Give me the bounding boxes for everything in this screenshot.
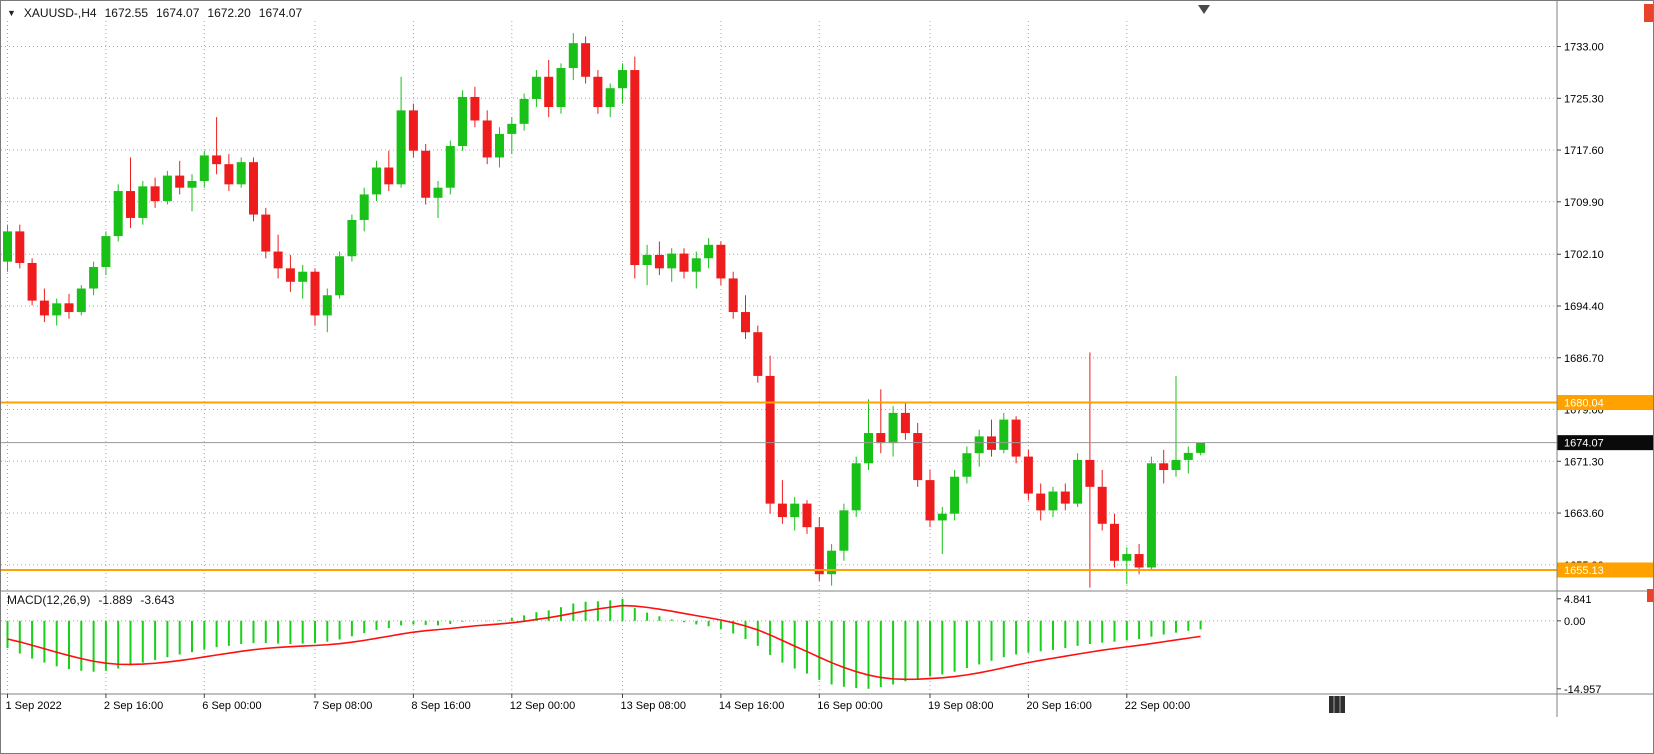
macd-main-value: -1.889: [98, 593, 133, 607]
svg-text:1694.40: 1694.40: [1564, 301, 1604, 313]
ohlc-high: 1674.07: [156, 6, 200, 20]
svg-text:16 Sep 00:00: 16 Sep 00:00: [817, 700, 882, 712]
edge-marker-mid-icon: [1647, 589, 1653, 602]
svg-text:-14.957: -14.957: [1564, 684, 1601, 696]
macd-signal-value: -3.643: [140, 593, 175, 607]
ohlc-open: 1672.55: [104, 6, 148, 20]
svg-text:0.00: 0.00: [1564, 616, 1585, 628]
svg-text:1 Sep 2022: 1 Sep 2022: [6, 700, 62, 712]
ohlc-close: 1674.07: [258, 6, 303, 20]
svg-text:14 Sep 16:00: 14 Sep 16:00: [719, 700, 784, 712]
horizontal-line-objects[interactable]: [1, 401, 1557, 571]
svg-text:6 Sep 00:00: 6 Sep 00:00: [202, 700, 261, 712]
svg-text:1663.60: 1663.60: [1564, 508, 1604, 520]
grid-layer: [1, 21, 1557, 694]
svg-text:12 Sep 00:00: 12 Sep 00:00: [510, 700, 575, 712]
svg-text:4.841: 4.841: [1564, 594, 1592, 606]
svg-text:19 Sep 08:00: 19 Sep 08:00: [928, 700, 993, 712]
svg-text:1717.60: 1717.60: [1564, 145, 1604, 157]
chart-ohlc-info: ▼ XAUUSD-,H4 1672.55 1674.07 1672.20 167…: [7, 6, 302, 20]
svg-text:1674.07: 1674.07: [1564, 438, 1604, 450]
svg-text:1655.13: 1655.13: [1564, 565, 1604, 577]
svg-text:1680.04: 1680.04: [1564, 398, 1604, 410]
axes-layer[interactable]: 1733.00 1725.30 1717.60 1709.90 1702.10 1694.…: [1, 1, 1654, 717]
svg-text:1725.30: 1725.30: [1564, 93, 1604, 105]
candlestick-layer: [3, 33, 1206, 588]
svg-text:1671.30: 1671.30: [1564, 456, 1604, 468]
macd-indicator-layer: [6, 598, 1202, 689]
macd-label: MACD(12,26,9): [7, 593, 91, 607]
svg-text:2 Sep 16:00: 2 Sep 16:00: [104, 700, 163, 712]
svg-text:1733.00: 1733.00: [1564, 42, 1604, 54]
edge-marker-top-icon: [1644, 4, 1653, 22]
macd-info: MACD(12,26,9) -1.889 -3.643: [7, 593, 174, 607]
svg-text:7 Sep 08:00: 7 Sep 08:00: [313, 700, 372, 712]
symbol-dropdown-icon[interactable]: ▼: [7, 8, 16, 18]
chart-shift-marker[interactable]: [1198, 5, 1210, 14]
time-axis-scroll-thumb[interactable]: [1329, 696, 1345, 713]
svg-text:20 Sep 16:00: 20 Sep 16:00: [1026, 700, 1091, 712]
svg-text:8 Sep 16:00: 8 Sep 16:00: [411, 700, 470, 712]
svg-text:13 Sep 08:00: 13 Sep 08:00: [621, 700, 686, 712]
svg-text:1686.70: 1686.70: [1564, 353, 1604, 365]
ohlc-low: 1672.20: [207, 6, 251, 20]
svg-text:1709.90: 1709.90: [1564, 197, 1604, 209]
svg-text:22 Sep 00:00: 22 Sep 00:00: [1125, 700, 1190, 712]
svg-text:1702.10: 1702.10: [1564, 249, 1604, 261]
symbol-timeframe: XAUUSD-,H4: [23, 6, 97, 20]
